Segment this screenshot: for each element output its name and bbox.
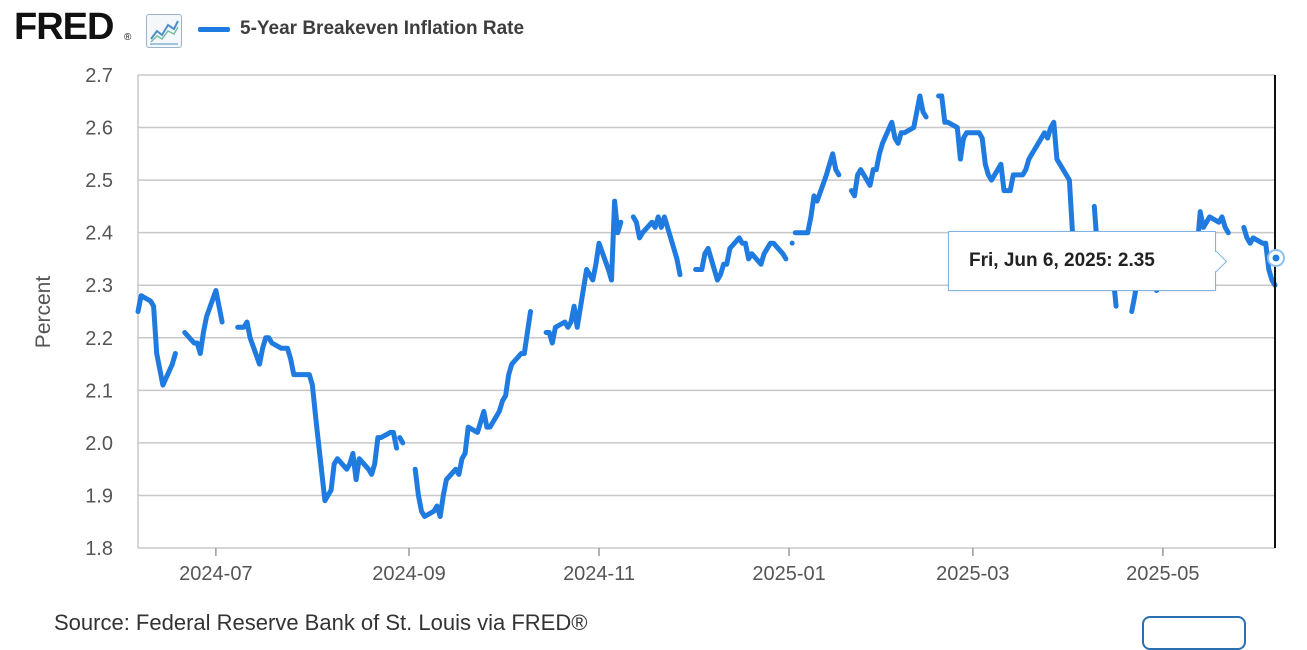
series-line-segment bbox=[412, 309, 533, 519]
x-tick-label: 2024-11 bbox=[563, 563, 635, 585]
series-line-segment bbox=[630, 214, 683, 278]
tooltip: Fri, Jun 6, 2025: 2.35 bbox=[948, 231, 1228, 291]
x-tick-label: 2024-09 bbox=[372, 563, 445, 585]
series-line-segment bbox=[235, 319, 400, 504]
registered-mark: ® bbox=[124, 32, 132, 43]
series-line-segment bbox=[792, 151, 842, 236]
y-tick-label: 2.1 bbox=[85, 380, 113, 402]
x-axis-ticks: 2024-07 2024-09 2024-11 2025-01 2025-03 2025-… bbox=[179, 548, 1200, 585]
y-tick-label: 2.5 bbox=[85, 170, 113, 192]
series-point bbox=[789, 240, 795, 246]
y-tick-label: 2.6 bbox=[85, 118, 113, 140]
series-line-segment bbox=[135, 293, 178, 388]
legend-label: 5-Year Breakeven Inflation Rate bbox=[240, 18, 525, 39]
y-axis-ticks: 1.8 1.9 2.0 2.1 2.2 2.3 2.4 2.5 2.6 2.7 bbox=[85, 65, 113, 560]
footer-button[interactable] bbox=[1142, 616, 1246, 650]
legend-swatch bbox=[198, 27, 230, 32]
series-line-segment bbox=[1241, 224, 1278, 288]
series-line bbox=[135, 93, 1278, 519]
x-tick-label: 2025-01 bbox=[752, 563, 825, 585]
tooltip-text: Fri, Jun 6, 2025: 2.35 bbox=[969, 250, 1155, 271]
series-line-segment bbox=[543, 198, 624, 346]
series-line-segment bbox=[182, 288, 225, 356]
y-tick-label: 1.8 bbox=[85, 538, 113, 560]
source-note: Source: Federal Reserve Bank of St. Loui… bbox=[54, 610, 588, 635]
y-tick-label: 2.7 bbox=[85, 65, 113, 87]
y-tick-label: 2.4 bbox=[85, 223, 113, 245]
y-tick-label: 2.3 bbox=[85, 275, 113, 297]
series-line-segment bbox=[397, 435, 406, 446]
series-line-segment bbox=[693, 235, 789, 283]
y-axis-label: Percent bbox=[32, 276, 55, 349]
series-line-segment bbox=[1194, 209, 1231, 251]
x-tick-label: 2024-07 bbox=[179, 563, 252, 585]
fred-logo[interactable]: FRED bbox=[14, 6, 114, 48]
series-line-segment bbox=[936, 93, 1079, 283]
grid-lines bbox=[137, 74, 1275, 549]
chart-header: FRED ® 5-Year Breakeven Inflation Rate bbox=[0, 0, 1307, 60]
x-tick-label: 2025-03 bbox=[936, 563, 1009, 585]
hover-point-center bbox=[1272, 254, 1280, 262]
y-tick-label: 2.0 bbox=[85, 433, 113, 455]
line-graph-icon bbox=[146, 14, 182, 48]
y-tick-label: 1.9 bbox=[85, 485, 113, 507]
y-tick-label: 2.2 bbox=[85, 328, 113, 350]
series-line-segment bbox=[848, 93, 929, 199]
x-tick-label: 2025-05 bbox=[1126, 563, 1199, 585]
chart-plot[interactable]: 1.81.92.02.12.22.32.42.52.62.7 2024-07 20… bbox=[0, 0, 1307, 600]
